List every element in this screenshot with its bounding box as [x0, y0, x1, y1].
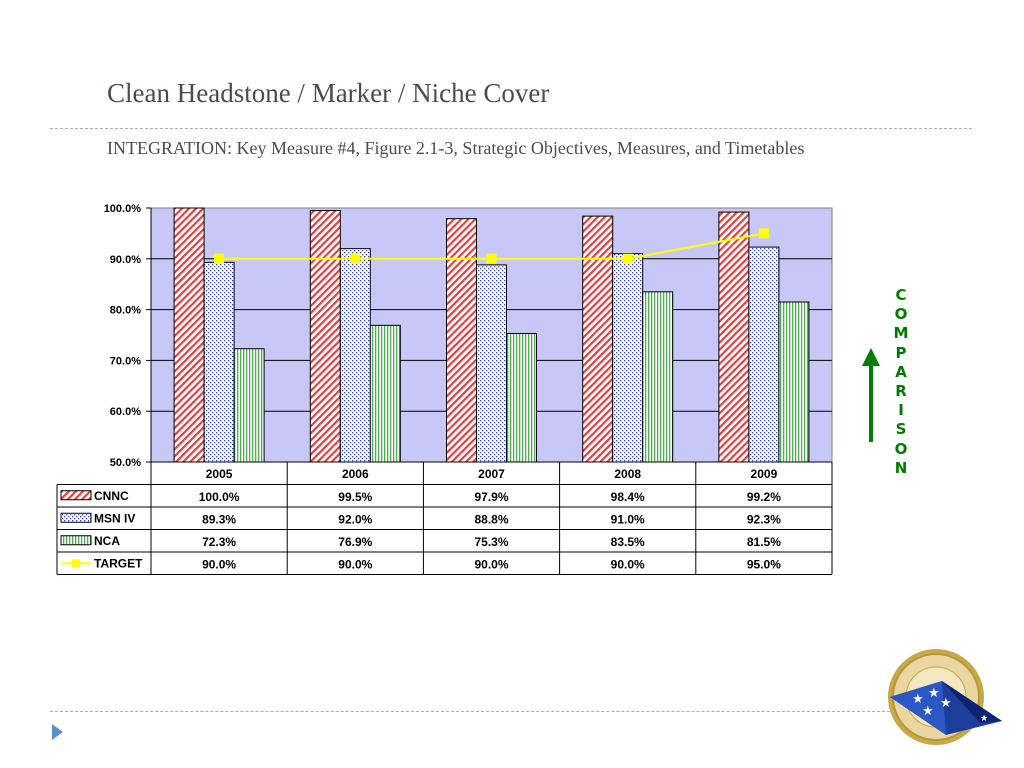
legend-swatch: [60, 512, 92, 523]
x-tick-label: 2005: [206, 467, 233, 481]
target-marker: [622, 253, 633, 264]
comparison-letter: O: [894, 305, 908, 324]
bar-cnnc: [718, 211, 750, 463]
data-label: 99.2%: [747, 490, 781, 504]
data-label: 98.4%: [611, 490, 645, 504]
y-tick-label: 80.0%: [110, 305, 141, 317]
bar-msn-iv: [476, 264, 507, 463]
comparison-letter: N: [894, 458, 908, 477]
data-label: 99.5%: [338, 490, 372, 504]
y-tick-label: 100.0%: [104, 203, 142, 215]
bar-cnnc: [173, 207, 205, 463]
bar-nca: [233, 348, 265, 463]
chart: 100.0% 90.0% 80.0% 70.0% 60.0% 50.0% 2005 2006…: [56, 203, 833, 575]
y-tick-label: 70.0%: [110, 355, 141, 367]
y-tick-label: 60.0%: [110, 406, 141, 418]
legend-label: TARGET: [94, 556, 143, 570]
data-label: 100.0%: [199, 490, 240, 504]
svg-text:★: ★: [912, 692, 924, 707]
data-label: 89.3%: [202, 512, 236, 526]
comparison-letter: O: [894, 439, 908, 458]
cemetery-seal-logo: ★ ★ ★ ★ ★: [888, 649, 1002, 745]
title-divider: [50, 128, 972, 129]
x-tick-label: 2007: [478, 467, 505, 481]
target-marker: [350, 253, 361, 264]
bar-nca: [642, 291, 674, 463]
comparison-letter: M: [893, 324, 909, 343]
data-label: 76.9%: [338, 535, 372, 549]
legend-swatch: [60, 535, 92, 546]
comparison-letter: S: [895, 420, 907, 439]
data-label: 81.5%: [747, 535, 781, 549]
bar-nca: [369, 324, 401, 463]
bar-msn-iv: [612, 253, 644, 463]
data-label: 90.0%: [202, 557, 236, 571]
comparison-letter: P: [895, 343, 907, 362]
legend-label: NCA: [94, 534, 120, 548]
data-label: 83.5%: [611, 535, 645, 549]
legend-label: MSN IV: [94, 511, 135, 525]
data-label: 90.0%: [474, 557, 508, 571]
bar-msn-iv: [339, 248, 371, 463]
up-arrow-icon: [862, 348, 880, 442]
comparison-letter: I: [898, 401, 904, 420]
target-marker: [758, 228, 769, 239]
bar-msn-iv: [203, 261, 235, 463]
svg-text:★: ★: [980, 714, 988, 724]
data-label: 97.9%: [474, 490, 508, 504]
y-tick-label: 90.0%: [110, 254, 141, 266]
data-label: 90.0%: [338, 557, 372, 571]
data-label: 92.0%: [338, 512, 372, 526]
bar-nca: [506, 332, 537, 463]
data-label: 75.3%: [474, 535, 508, 549]
data-label: 95.0%: [747, 557, 781, 571]
slide-title: Clean Headstone / Marker / Niche Cover: [107, 78, 550, 108]
bar-cnnc: [309, 210, 341, 463]
comparison-letter: C: [895, 286, 907, 304]
footer-divider: [50, 711, 890, 712]
legend-swatch-marker: [72, 559, 80, 568]
target-marker: [486, 253, 497, 264]
data-label: 92.3%: [747, 512, 781, 526]
next-slide-icon[interactable]: [49, 722, 65, 742]
data-label: 90.0%: [611, 557, 645, 571]
x-tick-label: 2009: [751, 467, 778, 481]
data-label: 72.3%: [202, 535, 236, 549]
svg-text:★: ★: [922, 704, 934, 719]
svg-text:★: ★: [940, 696, 952, 711]
comparison-letter: R: [895, 382, 907, 401]
x-tick-label: 2008: [614, 467, 641, 481]
x-tick-label: 2006: [342, 467, 369, 481]
legend-swatch: [60, 490, 92, 501]
svg-text:★: ★: [928, 686, 940, 701]
bar-cnnc: [582, 215, 614, 463]
target-marker: [214, 253, 225, 264]
comparison-letter: A: [895, 362, 907, 381]
bar-nca: [778, 301, 810, 463]
data-label: 88.8%: [474, 512, 508, 526]
slide-subtitle: INTEGRATION: Key Measure #4, Figure 2.1-…: [107, 138, 805, 158]
y-tick-label: 50.0%: [110, 457, 141, 469]
bar-msn-iv: [748, 246, 780, 463]
legend-label: CNNC: [94, 489, 129, 503]
data-label: 91.0%: [611, 512, 645, 526]
bar-cnnc: [446, 218, 477, 463]
